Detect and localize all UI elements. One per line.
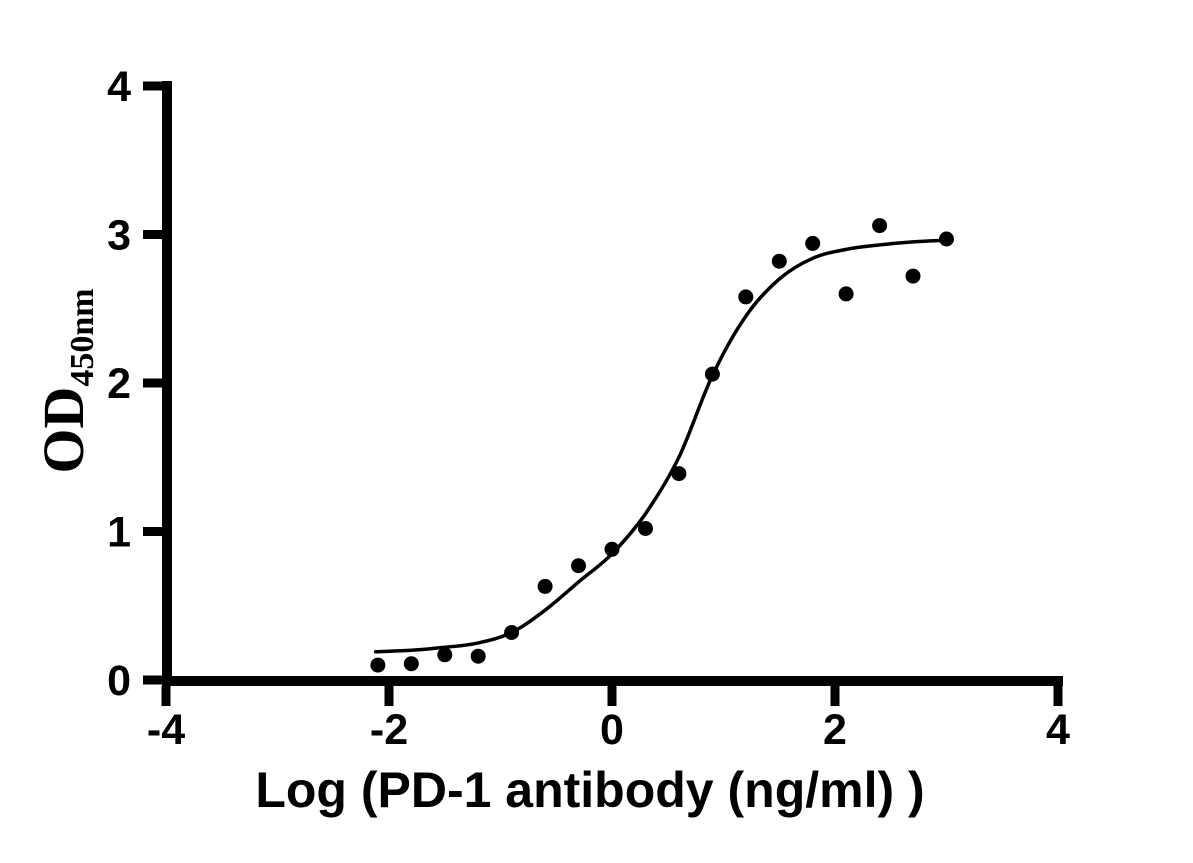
data-point: [738, 289, 754, 305]
data-point: [805, 235, 821, 251]
x-tick-label: 0: [600, 706, 624, 754]
x-tick-label: 2: [823, 706, 847, 754]
data-point: [403, 656, 419, 672]
x-tick-label: -4: [147, 706, 185, 754]
data-point: [571, 558, 586, 574]
data-point: [437, 647, 453, 663]
data-point: [905, 268, 921, 284]
data-point: [638, 521, 653, 536]
data-point: [771, 253, 787, 269]
y-tick-label: 3: [107, 212, 131, 260]
data-point: [704, 366, 720, 382]
y-tick-label: 1: [107, 509, 131, 557]
data-point: [604, 541, 620, 557]
y-tick-label: 4: [107, 63, 131, 111]
data-point: [504, 625, 520, 640]
y-axis-title-main: OD: [31, 386, 96, 474]
y-tick-label: 2: [107, 360, 131, 408]
y-axis-title-subscript: 450nm: [64, 288, 101, 387]
x-axis-title: Log (PD-1 antibody (ng/ml) ): [255, 762, 925, 818]
x-tick-label: 4: [1046, 706, 1070, 754]
data-point: [939, 231, 954, 247]
data-point: [537, 578, 553, 594]
x-tick-label: -2: [370, 706, 408, 754]
data-point: [370, 657, 386, 673]
y-axis-title: OD450nm: [30, 288, 102, 473]
data-point: [470, 648, 486, 664]
fit-curve: [373, 238, 945, 654]
data-point: [838, 286, 854, 302]
data-point: [671, 466, 687, 482]
data-point: [872, 218, 888, 234]
y-tick-label: 0: [107, 657, 131, 705]
